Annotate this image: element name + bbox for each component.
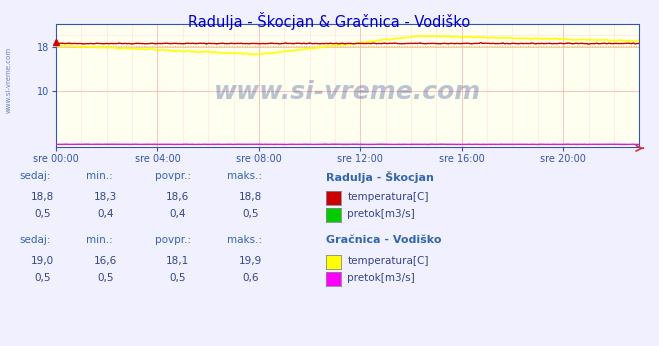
Text: 0,5: 0,5 [97,273,114,283]
Text: www.si-vreme.com: www.si-vreme.com [5,46,12,113]
Text: 18,6: 18,6 [166,192,190,202]
Text: 0,5: 0,5 [242,209,259,219]
Text: 0,5: 0,5 [169,273,186,283]
Text: 18,3: 18,3 [94,192,117,202]
Text: 0,4: 0,4 [97,209,114,219]
Text: temperatura[C]: temperatura[C] [347,256,429,266]
Text: temperatura[C]: temperatura[C] [347,192,429,202]
Text: pretok[m3/s]: pretok[m3/s] [347,209,415,219]
Text: povpr.:: povpr.: [155,171,191,181]
Text: Gračnica - Vodiško: Gračnica - Vodiško [326,235,442,245]
Text: 0,5: 0,5 [34,209,51,219]
Text: Radulja - Škocjan & Gračnica - Vodiško: Radulja - Škocjan & Gračnica - Vodiško [188,12,471,30]
Text: 19,9: 19,9 [239,256,262,266]
Text: 16,6: 16,6 [94,256,117,266]
Text: 0,6: 0,6 [242,273,259,283]
Text: min.:: min.: [86,171,113,181]
Text: 0,4: 0,4 [169,209,186,219]
Text: www.si-vreme.com: www.si-vreme.com [214,80,481,104]
Text: 18,1: 18,1 [166,256,190,266]
Text: Radulja - Škocjan: Radulja - Škocjan [326,171,434,183]
Text: pretok[m3/s]: pretok[m3/s] [347,273,415,283]
Text: maks.:: maks.: [227,235,262,245]
Text: min.:: min.: [86,235,113,245]
Text: maks.:: maks.: [227,171,262,181]
Text: 18,8: 18,8 [239,192,262,202]
Text: 18,8: 18,8 [31,192,55,202]
Text: 0,5: 0,5 [34,273,51,283]
Text: sedaj:: sedaj: [20,235,51,245]
Text: sedaj:: sedaj: [20,171,51,181]
Text: povpr.:: povpr.: [155,235,191,245]
Text: 19,0: 19,0 [31,256,55,266]
